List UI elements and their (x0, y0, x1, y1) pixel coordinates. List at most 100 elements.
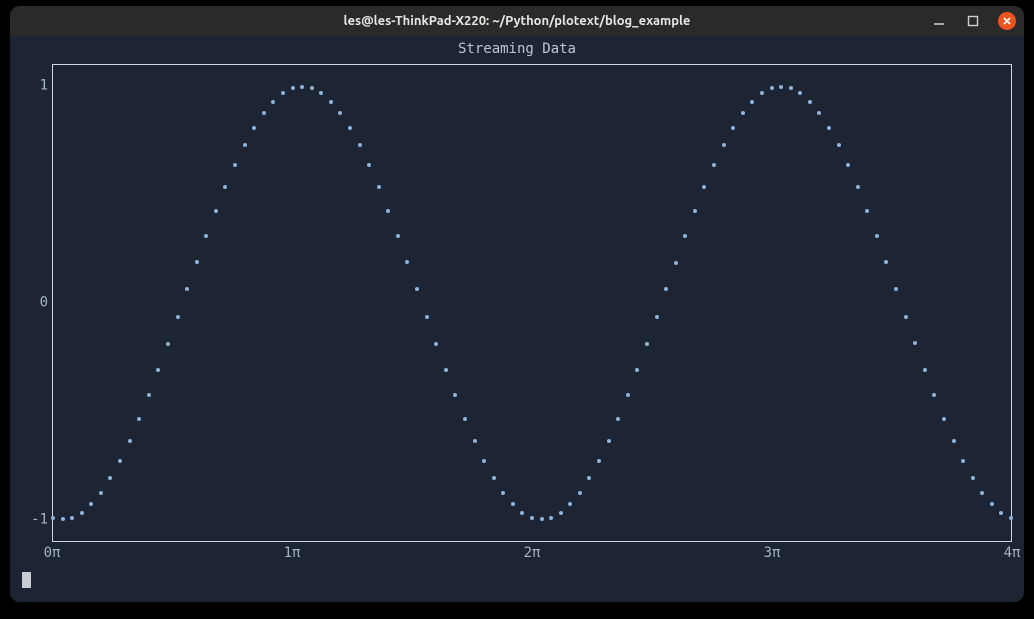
data-point (128, 439, 132, 443)
data-point (176, 315, 180, 319)
data-point (473, 439, 477, 443)
data-point (367, 163, 371, 167)
y-tick-label: 1 (22, 78, 48, 93)
data-point (635, 368, 639, 372)
data-point (578, 491, 582, 495)
data-point (223, 185, 227, 189)
data-point (645, 342, 649, 346)
data-point (195, 260, 199, 264)
data-point (655, 315, 659, 319)
data-point (731, 126, 735, 130)
data-point (952, 439, 956, 443)
data-point (396, 234, 400, 238)
data-point (137, 417, 141, 421)
data-point (415, 287, 419, 291)
data-point (626, 393, 630, 397)
data-point (252, 126, 256, 130)
x-tick-label: 3π (764, 546, 781, 561)
data-point (702, 185, 706, 189)
terminal-cursor (22, 572, 31, 588)
data-point (80, 511, 84, 515)
data-point (444, 368, 448, 372)
data-point (990, 502, 994, 506)
data-point (932, 393, 936, 397)
data-point (540, 517, 544, 521)
window-controls (930, 6, 1016, 36)
data-point (884, 260, 888, 264)
data-point (482, 459, 486, 463)
data-point (156, 368, 160, 372)
data-point (501, 491, 505, 495)
data-point (894, 287, 898, 291)
data-point (616, 417, 620, 421)
minimize-button[interactable] (930, 12, 948, 30)
data-point (108, 476, 112, 480)
data-point (405, 260, 409, 264)
data-point (386, 209, 390, 213)
data-point (961, 459, 965, 463)
data-point (846, 163, 850, 167)
data-point (338, 111, 342, 115)
data-point (511, 502, 515, 506)
data-point (166, 342, 170, 346)
data-point (549, 516, 553, 520)
data-point (664, 287, 668, 291)
data-point (89, 502, 93, 506)
data-point (118, 459, 122, 463)
data-point (923, 368, 927, 372)
plot-area: 10-1 (22, 64, 1012, 542)
window-title: les@les-ThinkPad-X220: ~/Python/plotext/… (10, 14, 1024, 28)
data-point (1009, 516, 1013, 520)
data-point (61, 517, 65, 521)
data-point (99, 491, 103, 495)
data-point (837, 143, 841, 147)
data-point (453, 393, 457, 397)
data-point (856, 185, 860, 189)
data-point (750, 100, 754, 104)
data-point (463, 417, 467, 421)
x-tick-label: 2π (524, 546, 541, 561)
terminal-body: Streaming Data 10-1 0π1π2π3π4π (10, 36, 1024, 602)
data-point (607, 439, 611, 443)
plot-box (52, 64, 1012, 542)
data-point (597, 459, 601, 463)
data-point (999, 511, 1003, 515)
data-point (492, 476, 496, 480)
data-point (530, 516, 534, 520)
data-point (214, 209, 218, 213)
data-point (425, 315, 429, 319)
data-point (798, 91, 802, 95)
data-point (913, 341, 917, 345)
chart-title: Streaming Data (10, 36, 1024, 61)
data-point (233, 163, 237, 167)
y-tick-label: 0 (22, 295, 48, 310)
data-point (559, 511, 563, 515)
data-point (808, 100, 812, 104)
data-point (520, 511, 524, 515)
data-point (865, 209, 869, 213)
data-point (262, 111, 266, 115)
data-point (568, 502, 572, 506)
data-point (358, 143, 362, 147)
data-point (587, 476, 591, 480)
data-point (243, 143, 247, 147)
data-point (377, 185, 381, 189)
close-button[interactable] (998, 12, 1016, 30)
data-point (770, 86, 774, 90)
data-point (971, 476, 975, 480)
data-point (980, 491, 984, 495)
terminal-window: les@les-ThinkPad-X220: ~/Python/plotext/… (10, 6, 1024, 602)
x-tick-label: 1π (284, 546, 301, 561)
data-point (760, 91, 764, 95)
data-point (70, 516, 74, 520)
data-point (741, 111, 745, 115)
maximize-button[interactable] (964, 12, 982, 30)
data-point (722, 143, 726, 147)
data-point (875, 234, 879, 238)
x-axis-labels: 0π1π2π3π4π (52, 546, 1012, 564)
data-point (281, 91, 285, 95)
data-point (789, 86, 793, 90)
close-icon (998, 12, 1016, 30)
data-point (712, 163, 716, 167)
data-point (51, 516, 55, 520)
